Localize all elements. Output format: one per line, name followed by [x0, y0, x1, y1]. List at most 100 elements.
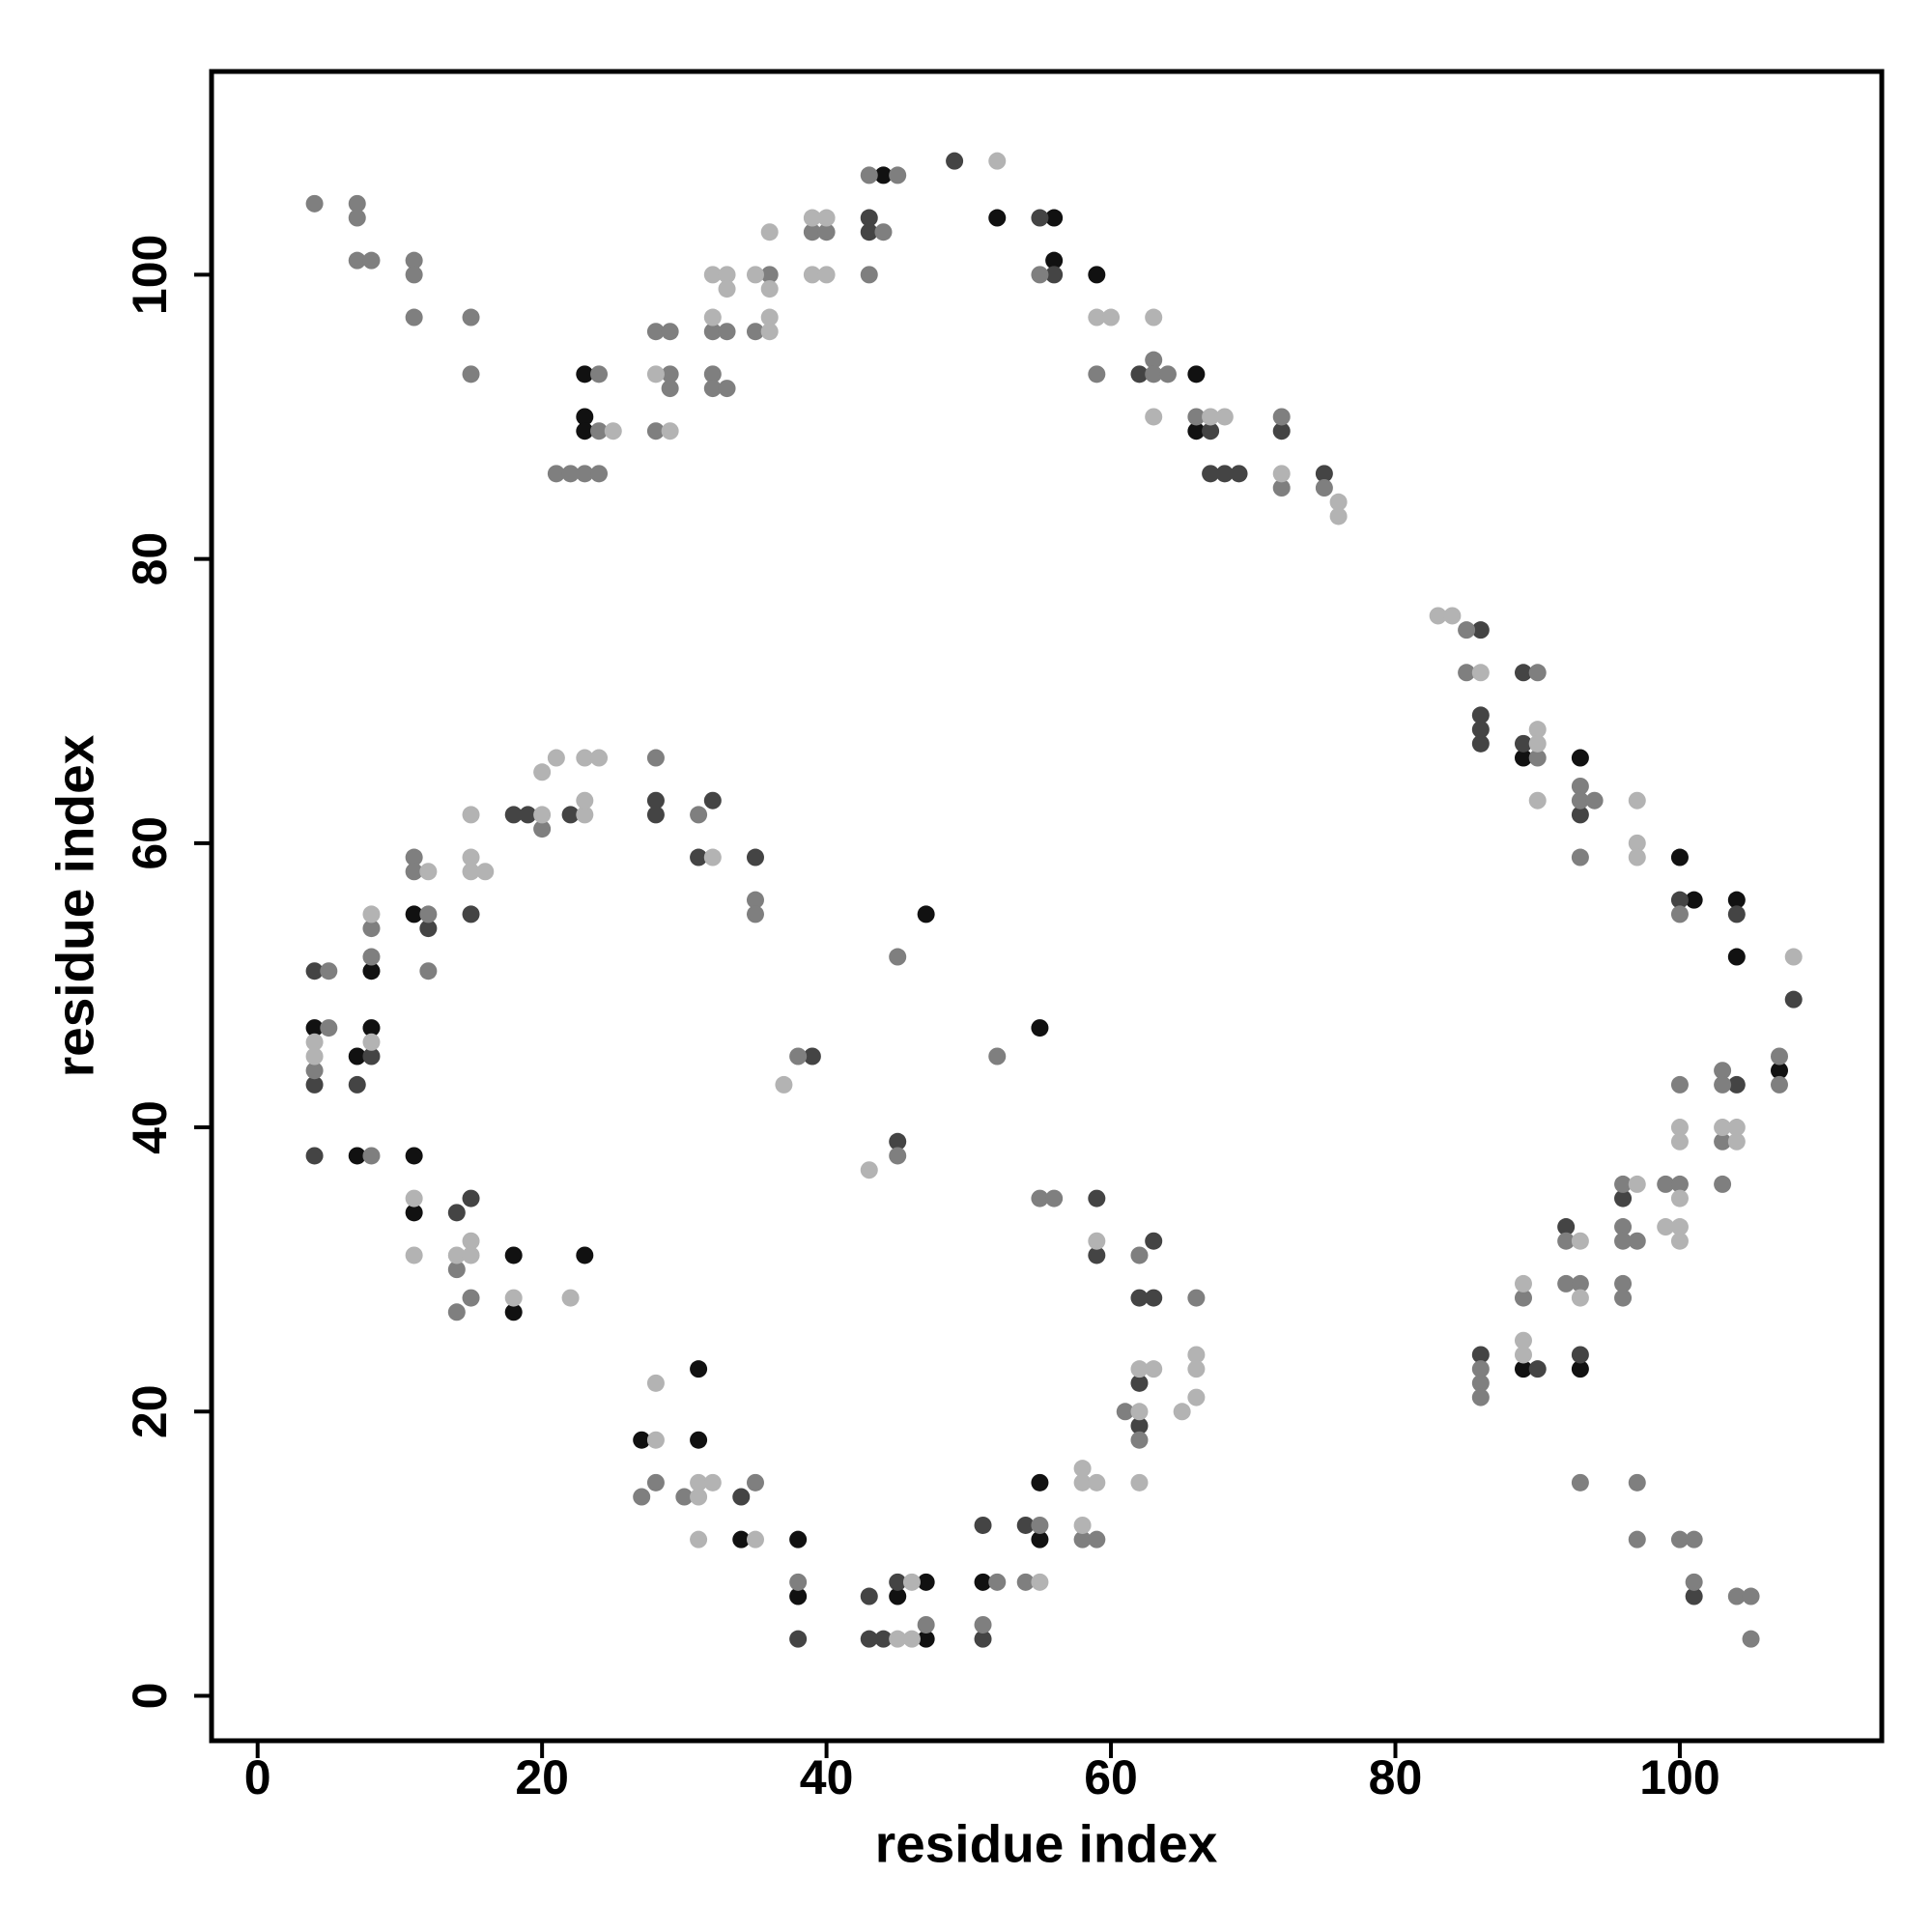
point	[1088, 1473, 1106, 1492]
point	[1016, 1573, 1035, 1591]
point	[348, 209, 366, 227]
point	[1145, 1232, 1163, 1250]
point	[519, 806, 537, 824]
point	[533, 820, 552, 838]
point	[362, 1019, 381, 1037]
point	[1202, 465, 1220, 483]
point	[1528, 721, 1547, 739]
point	[1670, 1132, 1689, 1151]
point	[988, 152, 1007, 170]
point	[462, 365, 480, 384]
point	[1031, 1189, 1049, 1208]
point	[1714, 1175, 1732, 1193]
point	[1315, 479, 1333, 497]
point	[746, 1530, 764, 1548]
point	[889, 166, 907, 185]
point	[405, 1147, 423, 1165]
point	[590, 465, 609, 483]
point	[1073, 1516, 1092, 1534]
point	[504, 806, 523, 824]
point	[576, 408, 594, 426]
point	[1045, 1189, 1064, 1208]
point	[1045, 251, 1064, 270]
point	[1685, 1530, 1703, 1548]
point	[305, 1147, 324, 1165]
point	[1045, 209, 1064, 227]
point	[1784, 948, 1803, 966]
point	[1230, 465, 1248, 483]
point	[1145, 1360, 1163, 1378]
point	[447, 1303, 466, 1321]
point	[902, 1630, 921, 1648]
point	[988, 209, 1007, 227]
point	[1130, 1360, 1149, 1378]
point	[1031, 1516, 1049, 1534]
point	[1514, 1289, 1532, 1307]
point	[817, 209, 836, 227]
point	[1158, 365, 1177, 384]
point	[1670, 848, 1689, 867]
point	[1471, 664, 1490, 682]
point	[646, 422, 665, 440]
point	[504, 1289, 523, 1307]
point	[362, 920, 381, 938]
x-tick-label: 100	[1639, 1750, 1719, 1804]
point	[1088, 1530, 1106, 1548]
point	[576, 749, 594, 767]
point	[405, 863, 423, 881]
point	[1272, 465, 1291, 483]
point	[1685, 1573, 1703, 1591]
point	[362, 905, 381, 923]
point	[775, 1075, 793, 1094]
point	[718, 266, 736, 284]
point	[988, 1047, 1007, 1065]
point	[1670, 1189, 1689, 1208]
point	[1528, 1360, 1547, 1378]
point	[590, 365, 609, 384]
point	[746, 891, 764, 909]
point	[690, 848, 708, 867]
point	[760, 266, 779, 284]
point	[703, 848, 722, 867]
point	[362, 1033, 381, 1051]
point	[703, 323, 722, 341]
point	[789, 1530, 808, 1548]
point	[533, 763, 552, 781]
point	[462, 905, 480, 923]
point	[1187, 1289, 1206, 1307]
point	[1187, 365, 1206, 384]
point	[760, 223, 779, 242]
point	[860, 266, 878, 284]
point	[576, 1246, 594, 1264]
point	[405, 848, 423, 867]
y-tick-label: 20	[123, 1384, 177, 1438]
point	[405, 266, 423, 284]
point	[362, 962, 381, 980]
point	[576, 422, 594, 440]
point	[1130, 1431, 1149, 1449]
point	[690, 806, 708, 824]
point	[874, 223, 893, 242]
point	[746, 323, 764, 341]
point	[1016, 1516, 1035, 1534]
point	[1742, 1630, 1760, 1648]
point	[320, 962, 338, 980]
point	[1329, 493, 1348, 511]
point	[1130, 1246, 1149, 1264]
point	[746, 1473, 764, 1492]
point	[1471, 1360, 1490, 1378]
point	[1614, 1189, 1633, 1208]
point	[1471, 706, 1490, 724]
point	[1628, 848, 1646, 867]
point	[889, 948, 907, 966]
point	[462, 308, 480, 327]
point	[1571, 749, 1589, 767]
point	[576, 365, 594, 384]
point	[1215, 465, 1234, 483]
point	[462, 1232, 480, 1250]
point	[1458, 664, 1476, 682]
point	[1202, 422, 1220, 440]
point	[817, 223, 836, 242]
